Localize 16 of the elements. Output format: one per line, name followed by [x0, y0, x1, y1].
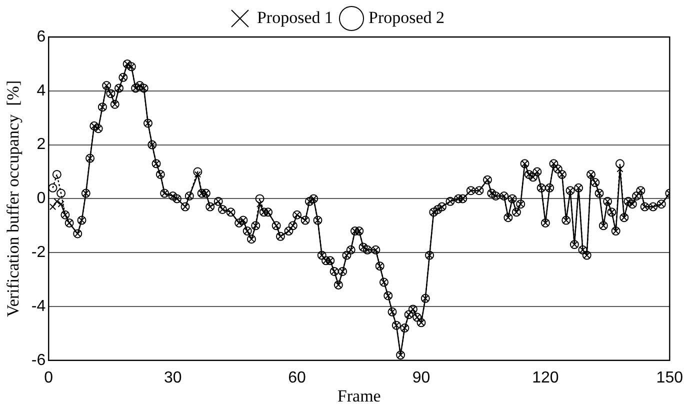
legend-label: Proposed 2 [368, 8, 445, 27]
x-axis-title: Frame [337, 386, 381, 406]
y-axis-title: Verification buffer occupancy [%] [4, 80, 23, 318]
y-tick-label: 6 [36, 28, 46, 46]
x-tick-label: 120 [532, 369, 559, 386]
y-tick-label: 4 [36, 82, 46, 100]
y-tick-label: -2 [31, 244, 46, 262]
legend-label: Proposed 1 [256, 8, 334, 27]
y-tick-label: -6 [31, 352, 46, 369]
y-tick-label: -4 [31, 298, 46, 315]
x-tick-label: 90 [412, 369, 430, 386]
x-tick-label: 150 [656, 369, 684, 386]
y-tick-label: 2 [36, 136, 46, 154]
y-tick-label: 0 [36, 190, 46, 208]
x-tick-label: 30 [164, 369, 182, 386]
x-tick-label: 60 [288, 369, 306, 386]
